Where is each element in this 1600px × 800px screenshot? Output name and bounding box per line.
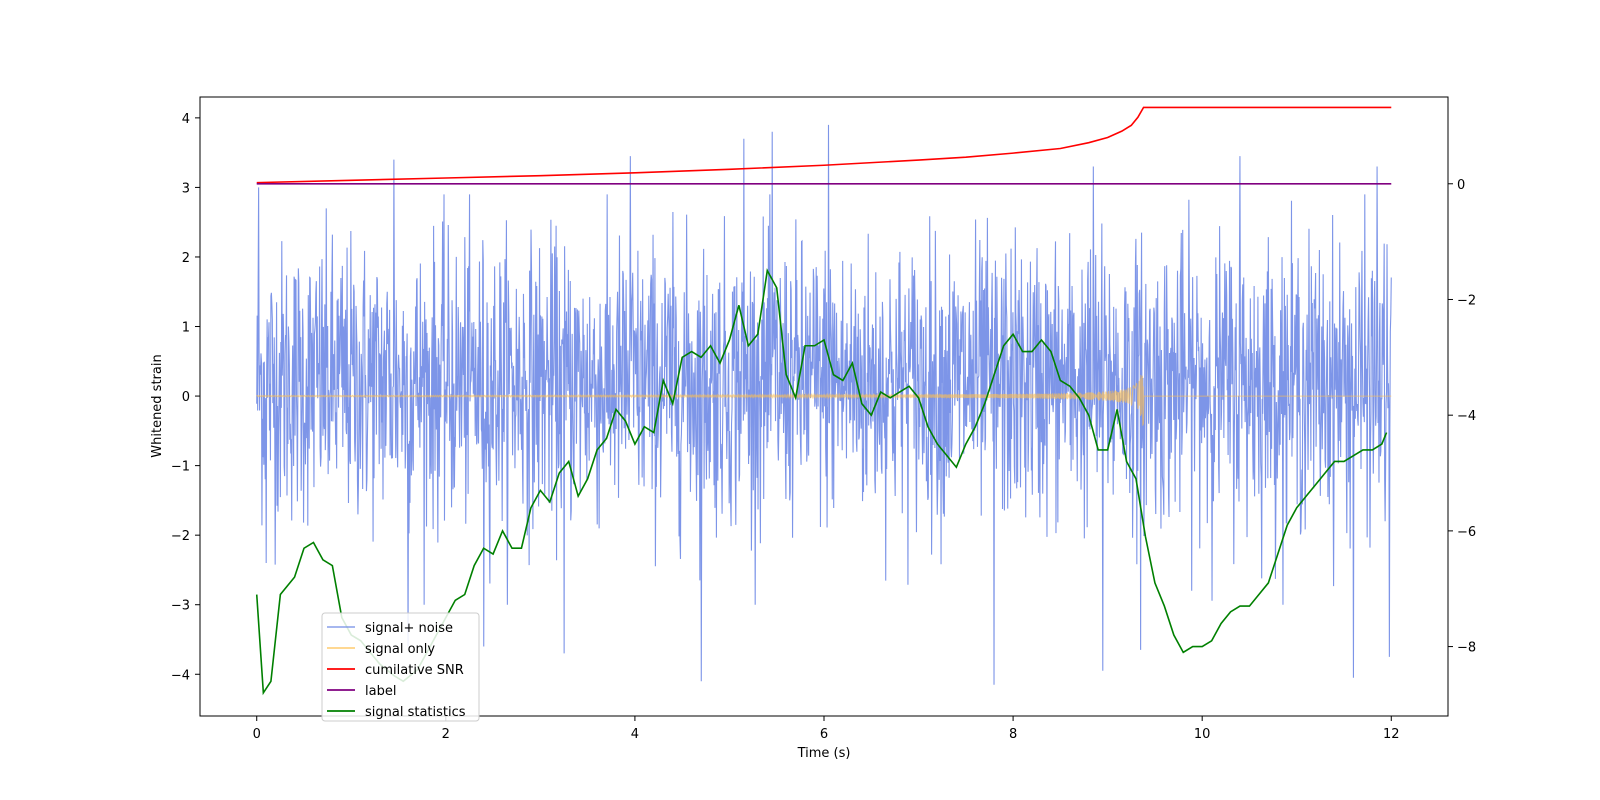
y-tick-label: −3 [171,599,190,614]
x-tick-label: 4 [631,727,639,742]
x-tick-label: 10 [1194,727,1211,742]
legend-entry: signal statistics [365,705,466,720]
y-tick-label: 2 [182,251,190,266]
y2-tick-label: −4 [1457,409,1476,424]
series-signal-statistics [255,268,1388,696]
legend-entry: cumilative SNR [365,663,464,678]
y-tick-label: −4 [171,668,190,683]
x-axis: 0 2 4 6 8 10 12 [253,716,1400,742]
x-tick-label: 0 [253,727,261,742]
x-tick-label: 8 [1009,727,1017,742]
y2-tick-label: 0 [1457,178,1465,193]
legend-box [321,612,480,722]
legend-entry: signal only [365,642,435,657]
y2-tick-label: −6 [1457,525,1476,540]
y-tick-label: 1 [182,321,190,336]
x-axis-label: Time (s) [797,746,851,761]
series-signal-only [256,374,1392,426]
x-tick-label: 12 [1383,727,1400,742]
series-cumilative-snr [256,106,1392,184]
series-signal-noise [256,124,1392,685]
y-tick-label: 4 [182,112,190,127]
y-axis-left: −4 −3 −2 −1 0 1 2 3 4 [171,112,200,683]
legend: signal+ noise signal only cumilative SNR la… [321,612,480,722]
x-tick-label: 6 [820,727,828,742]
y-tick-label: 3 [182,181,190,196]
legend-entry: label [365,684,396,699]
legend-entry: signal+ noise [365,621,453,636]
y-tick-label: −1 [171,460,190,475]
y-tick-label: −2 [171,529,190,544]
y2-tick-label: −2 [1457,293,1476,308]
x-tick-label: 2 [442,727,450,742]
series-layer [255,106,1392,696]
y-axis-right: −8 −6 −4 −2 0 [1448,178,1476,656]
y-axis-label: Whitened strain [150,354,165,457]
y-tick-label: 0 [182,390,190,405]
y2-tick-label: −8 [1457,641,1476,656]
